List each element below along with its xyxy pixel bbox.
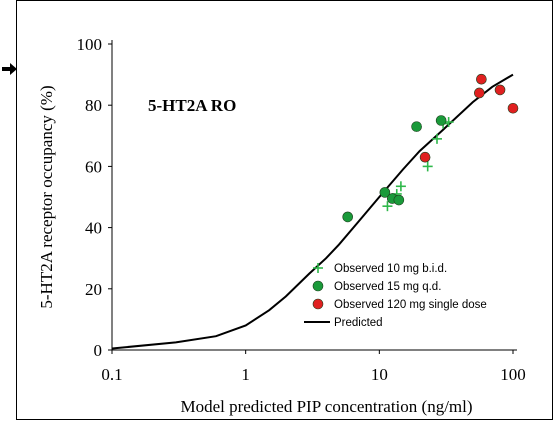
arrow-icon <box>2 63 17 75</box>
y-tick-label: 60 <box>85 157 102 176</box>
y-tick-label: 100 <box>77 35 103 54</box>
legend-label: Predicted <box>334 317 383 329</box>
data-point-circle <box>476 73 487 85</box>
data-point-circle <box>342 211 354 223</box>
y-tick-label: 0 <box>94 341 103 360</box>
data-point-circle <box>474 87 485 99</box>
legend-swatch <box>312 298 324 310</box>
legend-label: Observed 10 mg b.i.d. <box>334 263 447 275</box>
y-tick-label: 80 <box>85 96 102 115</box>
x-axis-title: Model predicted PIP concentration (ng/ml… <box>180 397 472 416</box>
data-point-circle <box>435 115 447 126</box>
x-tick-label: 0.1 <box>101 365 122 384</box>
y-tick-label: 20 <box>85 280 102 299</box>
legend-swatch <box>313 263 323 273</box>
x-tick-label: 10 <box>371 365 388 384</box>
legend-label: Observed 15 mg q.d. <box>334 281 441 293</box>
data-point-plus <box>382 201 393 212</box>
legend-label: Observed 120 mg single dose <box>334 299 487 311</box>
chart-title: 5-HT2A RO <box>148 96 236 115</box>
y-tick-label: 40 <box>85 219 102 238</box>
data-point-circle <box>419 151 431 163</box>
data-point-circle <box>507 102 519 114</box>
data-point-circle <box>379 187 391 198</box>
data-point-plus <box>395 181 406 192</box>
data-point-circle <box>393 194 405 206</box>
data-point-circle <box>411 121 422 132</box>
x-tick-label: 1 <box>241 365 250 384</box>
y-axis-title: 5-HT2A receptor occupancy (%) <box>37 85 56 308</box>
predicted-curve <box>111 73 514 350</box>
x-tick-label: 100 <box>500 365 526 384</box>
data-point-plus <box>422 161 433 172</box>
data-point-circle <box>494 84 506 96</box>
data-point-plus <box>431 133 442 144</box>
legend-swatch <box>312 280 324 292</box>
